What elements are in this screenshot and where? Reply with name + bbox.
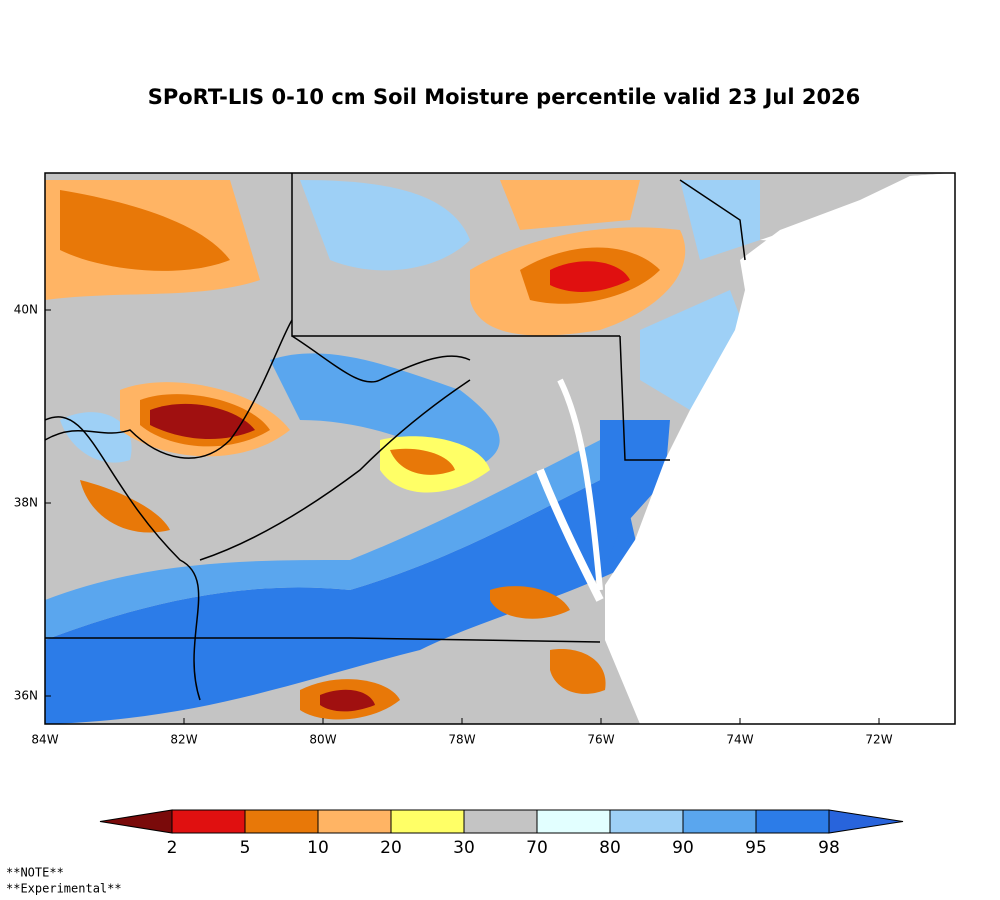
colorbar-box bbox=[682, 809, 757, 834]
note: **Experimental** bbox=[6, 882, 122, 896]
lon-label: 84W bbox=[31, 733, 58, 747]
lon-label: 76W bbox=[587, 733, 614, 747]
colorbar-box bbox=[171, 809, 246, 834]
colorbar-box bbox=[390, 809, 465, 834]
colorbar-label: 98 bbox=[818, 838, 840, 858]
colorbar-box bbox=[317, 809, 392, 834]
lon-label: 78W bbox=[448, 733, 475, 747]
colorbar-label: 20 bbox=[380, 838, 402, 858]
colorbar-label: 95 bbox=[745, 838, 767, 858]
colorbar-box bbox=[755, 809, 830, 834]
colorbar-box bbox=[609, 809, 684, 834]
map-title: SPoRT-LIS 0-10 cm Soil Moisture percenti… bbox=[148, 85, 861, 109]
map-frame bbox=[44, 172, 956, 725]
colorbar-label: 80 bbox=[599, 838, 621, 858]
colorbar-label: 90 bbox=[672, 838, 694, 858]
colorbar-label: 10 bbox=[307, 838, 329, 858]
colorbar-arrow bbox=[828, 809, 904, 834]
lat-label: 38N bbox=[14, 496, 38, 510]
lon-label: 82W bbox=[170, 733, 197, 747]
colorbar-box bbox=[463, 809, 538, 834]
lon-label: 80W bbox=[309, 733, 336, 747]
colorbar-arrow bbox=[99, 809, 173, 834]
colorbar-label: 2 bbox=[167, 838, 178, 858]
colorbar-box bbox=[244, 809, 319, 834]
lat-label: 36N bbox=[14, 689, 38, 703]
note: **NOTE** bbox=[6, 866, 64, 880]
lon-label: 74W bbox=[726, 733, 753, 747]
colorbar-label: 30 bbox=[453, 838, 475, 858]
colorbar-label: 70 bbox=[526, 838, 548, 858]
colorbar-box bbox=[536, 809, 611, 834]
colorbar-label: 5 bbox=[240, 838, 251, 858]
lat-label: 40N bbox=[14, 303, 38, 317]
lon-label: 72W bbox=[865, 733, 892, 747]
map-field bbox=[45, 173, 955, 724]
